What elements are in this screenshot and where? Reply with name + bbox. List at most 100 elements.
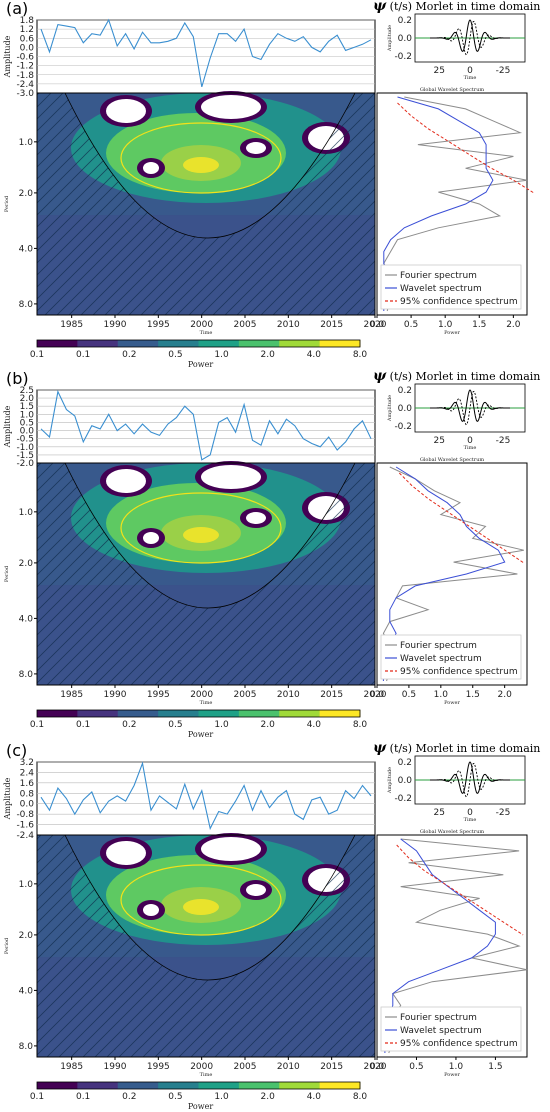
legend-entry: Wavelet spectrum xyxy=(400,1026,482,1036)
morlet-xlabel: Time xyxy=(464,817,477,823)
global-tick-label: 1.0 xyxy=(438,320,453,330)
time-tick-label: 1990 xyxy=(104,1062,127,1072)
colorbar-segment xyxy=(117,710,159,717)
period-tick-label: 4.0 xyxy=(19,244,34,254)
cone-of-influence-line xyxy=(64,92,356,239)
colorbar-segment xyxy=(238,710,280,717)
time-tick-label: 2020 xyxy=(364,690,387,700)
global-tick-label: 0.5 xyxy=(404,320,418,330)
period-tick-label: 1.0 xyxy=(19,880,34,890)
power-region-min xyxy=(143,532,159,544)
colorbar-segment xyxy=(279,710,321,717)
time-label: Time xyxy=(200,330,213,336)
legend-entry: Fourier spectrum xyxy=(400,641,477,651)
power-region-min xyxy=(246,512,266,524)
period-tick-label: 2.0 xyxy=(19,559,34,569)
time-tick-label: 1985 xyxy=(60,1062,83,1072)
colorbar-tick-label: 2.0 xyxy=(261,1092,276,1102)
time-tick-label: 2000 xyxy=(190,1062,213,1072)
morlet-y-tick-label: 0.0 xyxy=(398,34,413,44)
colorbar-tick-label: 0.5 xyxy=(168,1092,182,1102)
power-region-min xyxy=(106,841,146,865)
panel-letter: (c) xyxy=(6,741,27,760)
colorbar-segment xyxy=(77,1082,119,1089)
time-tick-label: 2015 xyxy=(320,320,343,330)
morlet-x-tick-label: 0 xyxy=(467,66,473,76)
wavelet-plot xyxy=(36,91,376,316)
cone-of-influence-hatch xyxy=(37,93,375,315)
legend-entry: 95% confidence spectrum xyxy=(400,667,518,677)
period-tick-label: 2.0 xyxy=(19,931,34,941)
time-tick-label: 2000 xyxy=(190,690,213,700)
global-tick-label: 2.0 xyxy=(506,320,521,330)
colorbar-tick-label: 8.0 xyxy=(353,350,368,360)
y-tick-label: -2.0 xyxy=(16,459,34,469)
global-tick-label: 1.0 xyxy=(434,690,449,700)
y-tick-label: -1.6 xyxy=(16,821,34,831)
legend-entry: 95% confidence spectrum xyxy=(400,1039,518,1049)
global-tick-label: 2.0 xyxy=(497,690,512,700)
legend-entry: Fourier spectrum xyxy=(400,271,477,281)
colorbar-segment xyxy=(198,710,240,717)
time-tick-label: 2015 xyxy=(320,1062,343,1072)
colorbar-tick-label: 8.0 xyxy=(353,1092,368,1102)
y-tick-label: 1.8 xyxy=(20,16,35,26)
colorbar-frame xyxy=(36,1081,361,1090)
power-region-min xyxy=(143,904,159,916)
y-tick-label: 3.2 xyxy=(20,758,34,768)
colorbar-tick-label: 0.1 xyxy=(76,1092,90,1102)
time-tick-label: 1995 xyxy=(147,320,170,330)
colorbar-tick-label: 0.2 xyxy=(122,350,136,360)
global-title: Global Wavelet Spectrum xyxy=(420,87,485,93)
y-tick-label: 2.4 xyxy=(20,768,35,778)
colorbar-segment xyxy=(238,1082,280,1089)
morlet-imag-part xyxy=(430,762,510,798)
time-tick-label: 2020 xyxy=(364,320,387,330)
confidence-spectrum-line xyxy=(398,472,525,564)
colorbar-segment xyxy=(238,340,280,347)
period-tick-label: 1.0 xyxy=(19,508,34,518)
cone-of-influence-line xyxy=(64,834,356,981)
period-tick-label: 8.0 xyxy=(19,300,34,310)
morlet-x-tick-label: -25 xyxy=(496,436,511,446)
colorbar-tick-label: 4.0 xyxy=(307,350,322,360)
morlet-x-tick-label: 25 xyxy=(433,66,444,76)
colorbar-segment xyxy=(77,710,119,717)
global-tick-label: 0.5 xyxy=(409,1062,423,1072)
y-tick-label: 0.0 xyxy=(20,800,35,810)
morlet-y-tick-label: 0.0 xyxy=(398,776,413,786)
time-tick-label: 1985 xyxy=(60,320,83,330)
period-label: Period xyxy=(4,195,10,212)
panel-letter: (a) xyxy=(6,0,28,18)
global-tick-label: 1.5 xyxy=(488,1062,502,1072)
timeseries-line xyxy=(40,761,372,831)
colorbar-tick-label: 0.1 xyxy=(76,350,90,360)
y-tick-label: -1.0 xyxy=(16,443,34,453)
power-region-max xyxy=(183,157,219,173)
power-region-min xyxy=(201,465,261,489)
period-tick-label: 2.0 xyxy=(19,189,34,199)
power-region-min xyxy=(106,99,146,123)
y-tick-label: 1.5 xyxy=(20,402,34,412)
time-tick-label: 1990 xyxy=(104,690,127,700)
morlet-x-tick-label: -25 xyxy=(496,808,511,818)
amplitude-label: Amplitude xyxy=(3,777,12,820)
legend-box xyxy=(380,264,522,310)
y-tick-label: 0.5 xyxy=(20,418,34,428)
y-tick-label: -3.0 xyxy=(16,89,34,99)
power-region-min xyxy=(201,837,261,861)
time-tick-label: 1985 xyxy=(60,690,83,700)
timeseries-line xyxy=(40,18,372,88)
colorbar-segment xyxy=(77,340,119,347)
colorbar-tick-label: 0.2 xyxy=(122,1092,136,1102)
morlet-x-tick-label: 25 xyxy=(433,808,444,818)
colorbar-tick-label: 0.1 xyxy=(30,1092,44,1102)
y-tick-label: -2.4 xyxy=(16,831,34,841)
morlet-x-tick-label: 25 xyxy=(433,436,444,446)
global-power-label: Power xyxy=(444,330,460,336)
time-tick-label: 1990 xyxy=(104,320,127,330)
y-tick-label: 0.0 xyxy=(20,427,35,437)
morlet-x-tick-label: -25 xyxy=(496,66,511,76)
colorbar-segment xyxy=(117,1082,159,1089)
